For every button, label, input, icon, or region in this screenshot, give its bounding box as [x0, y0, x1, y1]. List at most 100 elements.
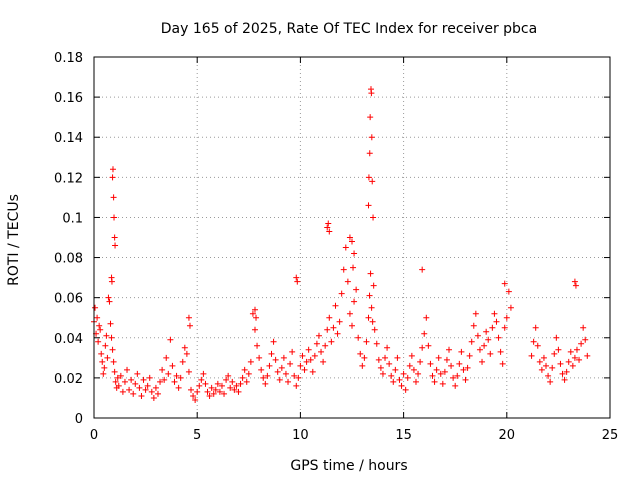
data-point — [561, 376, 568, 383]
data-point — [408, 352, 415, 359]
data-point — [163, 354, 170, 361]
data-point — [102, 342, 109, 349]
data-point — [185, 314, 192, 321]
data-point — [94, 314, 101, 321]
data-point — [256, 354, 263, 361]
data-point — [338, 290, 345, 297]
data-point — [243, 378, 250, 385]
data-point — [367, 114, 374, 121]
y-tick-label: 0.16 — [54, 91, 83, 106]
data-point — [112, 378, 119, 385]
data-point — [388, 372, 395, 379]
data-point — [369, 178, 376, 185]
data-point — [386, 360, 393, 367]
data-point — [433, 366, 440, 373]
data-point — [466, 352, 473, 359]
data-point — [119, 388, 126, 395]
data-point — [396, 376, 403, 383]
data-point — [584, 352, 591, 359]
x-tick-label: 10 — [292, 428, 309, 443]
data-point — [384, 344, 391, 351]
data-point — [557, 360, 564, 367]
data-point — [233, 382, 240, 389]
data-points — [91, 86, 591, 403]
data-point — [532, 324, 539, 331]
data-point — [175, 384, 182, 391]
data-point — [485, 336, 492, 343]
data-point — [109, 346, 116, 353]
data-point — [443, 356, 450, 363]
data-point — [227, 384, 234, 391]
data-point — [295, 374, 302, 381]
data-point — [154, 390, 161, 397]
data-point — [355, 334, 362, 341]
data-point — [115, 382, 122, 389]
data-point — [349, 238, 355, 245]
data-point — [365, 174, 372, 181]
data-point — [150, 394, 157, 401]
data-point — [214, 380, 221, 387]
data-point — [204, 388, 211, 395]
data-point — [458, 348, 465, 355]
data-point — [392, 366, 399, 373]
data-point — [109, 174, 116, 181]
data-point — [202, 380, 209, 387]
data-point — [540, 354, 547, 361]
data-point — [448, 362, 455, 369]
data-point — [106, 298, 113, 305]
data-point — [99, 358, 106, 365]
data-point — [481, 342, 488, 349]
data-point — [124, 366, 131, 373]
data-point — [167, 336, 174, 343]
data-point — [366, 150, 373, 157]
data-point — [315, 332, 322, 339]
data-point — [251, 326, 258, 333]
data-point — [357, 350, 364, 357]
data-point — [476, 346, 483, 353]
data-point — [366, 292, 373, 299]
data-point — [373, 340, 380, 347]
data-point — [474, 332, 481, 339]
data-point — [179, 358, 186, 365]
data-point — [489, 324, 496, 331]
data-point — [495, 334, 502, 341]
data-point — [573, 346, 580, 353]
x-tick-labels: 0 5 10 15 20 25 — [90, 428, 618, 443]
data-point — [111, 234, 118, 241]
data-point — [183, 350, 190, 357]
data-point — [311, 352, 318, 359]
data-point — [274, 368, 281, 375]
data-point — [332, 302, 339, 309]
data-point — [322, 342, 329, 349]
x-tick-label: 20 — [499, 428, 516, 443]
data-point — [159, 366, 166, 373]
data-point — [336, 318, 343, 325]
data-point — [350, 264, 357, 271]
data-point — [340, 266, 347, 273]
data-point — [369, 318, 376, 325]
data-point — [111, 368, 118, 375]
data-point — [555, 346, 562, 353]
data-point — [559, 370, 566, 377]
data-point — [140, 376, 147, 383]
data-point — [368, 304, 375, 311]
chart-title: Day 165 of 2025, Rate Of TEC Index for r… — [161, 21, 537, 37]
data-point — [324, 224, 331, 231]
data-point — [287, 360, 294, 367]
data-point — [260, 374, 267, 381]
data-point — [104, 354, 111, 361]
data-point — [452, 382, 459, 389]
data-point — [419, 266, 426, 273]
data-point — [185, 368, 192, 375]
data-point — [545, 372, 552, 379]
data-point — [368, 90, 375, 97]
data-point — [200, 370, 207, 377]
data-point — [571, 278, 578, 285]
data-point — [109, 166, 116, 173]
data-point — [251, 306, 258, 313]
data-point — [454, 372, 461, 379]
data-point — [289, 348, 296, 355]
data-point — [272, 356, 279, 363]
data-point — [501, 280, 508, 287]
data-point — [218, 382, 225, 389]
